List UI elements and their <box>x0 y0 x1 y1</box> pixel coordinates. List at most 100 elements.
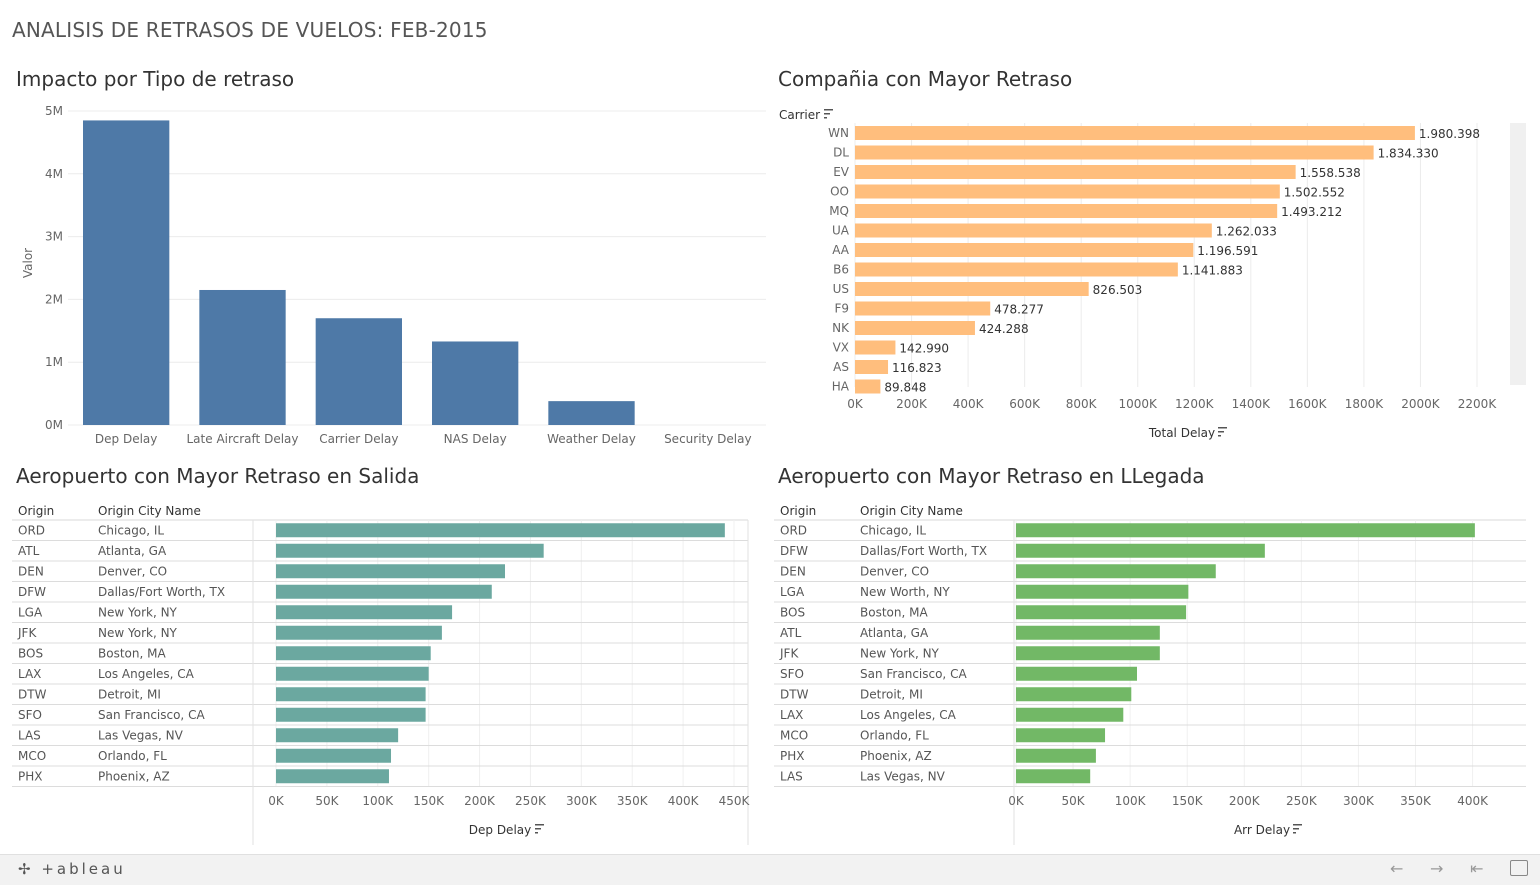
arrival-bar <box>1016 707 1124 722</box>
arrival-row-origin: DEN <box>780 564 806 578</box>
departure-chart-title: Aeropuerto con Mayor Retraso en Salida <box>16 464 420 488</box>
arrival-row-city: Orlando, FL <box>860 728 929 742</box>
carrier-bar <box>855 360 889 374</box>
arrival-row-origin: BOS <box>780 605 805 619</box>
departure-row-city: Orlando, FL <box>98 749 167 763</box>
departure-row-city: New York, NY <box>98 626 178 640</box>
fullscreen-icon[interactable] <box>1510 860 1528 876</box>
impact-x-tick-label: Late Aircraft Delay <box>187 432 299 446</box>
departure-row-city: Los Angeles, CA <box>98 667 195 681</box>
back-arrow-icon[interactable]: ← <box>1390 859 1404 878</box>
arrival-x-tick-label: 300K <box>1343 794 1375 808</box>
carrier-row-label: NK <box>832 321 850 335</box>
carrier-x-tick-label: 600K <box>1009 397 1041 411</box>
carrier-value-label: 1.834.330 <box>1378 147 1439 161</box>
carrier-row-label: VX <box>833 341 849 355</box>
carrier-value-label: 1.502.552 <box>1284 186 1345 200</box>
arrival-x-tick-label: 100K <box>1115 794 1147 808</box>
carrier-value-label: 142.990 <box>899 342 949 356</box>
departure-row-origin: LAS <box>18 728 41 742</box>
departure-header-origin[interactable]: Origin <box>18 504 54 518</box>
carrier-column-header[interactable]: Carrier <box>779 108 820 122</box>
arrival-chart-title: Aeropuerto con Mayor Retraso en LLegada <box>778 464 1205 488</box>
departure-row-origin: BOS <box>18 646 43 660</box>
departure-bar <box>276 748 392 763</box>
carrier-value-label: 424.288 <box>979 322 1029 336</box>
departure-bar <box>276 666 429 681</box>
arrival-bar <box>1016 564 1216 579</box>
departure-bar <box>276 543 544 558</box>
arrival-bar <box>1016 646 1160 661</box>
departure-header-city[interactable]: Origin City Name <box>98 504 201 518</box>
departure-bar <box>276 707 426 722</box>
arrival-row-city: Detroit, MI <box>860 687 923 701</box>
impact-y-tick-label: 1M <box>45 355 63 369</box>
departure-row-origin: PHX <box>18 769 42 783</box>
arrival-row-origin: MCO <box>780 728 808 742</box>
arrival-row-city: Phoenix, AZ <box>860 749 932 763</box>
first-page-icon[interactable]: ⇤ <box>1470 859 1484 878</box>
departure-row-city: New York, NY <box>98 605 178 619</box>
arrival-header-city[interactable]: Origin City Name <box>860 504 963 518</box>
impact-y-tick-label: 4M <box>45 167 63 181</box>
arrival-row-origin: DTW <box>780 687 809 701</box>
carrier-axis-sort-icon[interactable] <box>1218 427 1227 437</box>
carrier-row-label: DL <box>833 146 849 160</box>
arrival-row-origin: ATL <box>780 626 802 640</box>
carrier-row-label: F9 <box>834 302 849 316</box>
tableau-logo[interactable]: ✢ +ableau <box>18 860 126 878</box>
departure-row-city: Dallas/Fort Worth, TX <box>98 585 225 599</box>
departure-axis-sort-icon[interactable] <box>535 824 544 834</box>
departure-x-tick-label: 400K <box>668 794 700 808</box>
departure-row-city: Chicago, IL <box>98 523 164 537</box>
carrier-bar <box>855 301 991 316</box>
carrier-row-label: UA <box>832 224 850 238</box>
carrier-value-label: 478.277 <box>994 303 1044 317</box>
departure-row-origin: SFO <box>18 708 42 722</box>
arrival-axis-sort-icon[interactable] <box>1293 824 1302 834</box>
carrier-x-tick-label: 1200K <box>1175 397 1215 411</box>
impact-chart-title: Impacto por Tipo de retraso <box>16 67 295 91</box>
impact-x-tick-label: Security Delay <box>664 432 752 446</box>
departure-x-tick-label: 350K <box>617 794 649 808</box>
arrival-row-origin: DFW <box>780 544 808 558</box>
carrier-bar <box>855 126 1415 140</box>
departure-x-tick-label: 50K <box>315 794 339 808</box>
carrier-scrollbar[interactable] <box>1510 123 1526 385</box>
arrival-row-origin: LAS <box>780 769 803 783</box>
departure-x-axis-label: Dep Delay <box>469 823 531 837</box>
dashboard-title: ANALISIS DE RETRASOS DE VUELOS: FEB-2015 <box>12 18 488 42</box>
carrier-row-label: AA <box>832 243 850 257</box>
carrier-bar <box>855 204 1278 218</box>
departure-x-tick-label: 450K <box>719 794 751 808</box>
carrier-x-tick-label: 2000K <box>1401 397 1441 411</box>
impact-bar <box>548 401 635 425</box>
carrier-value-label: 1.196.591 <box>1197 244 1258 258</box>
carrier-bar <box>855 145 1374 160</box>
departure-bar <box>276 687 426 702</box>
arrival-header-origin[interactable]: Origin <box>780 504 816 518</box>
carrier-bar <box>855 282 1089 296</box>
arrival-row-origin: LAX <box>780 708 803 722</box>
arrival-x-tick-label: 0K <box>1008 794 1025 808</box>
arrival-row-city: New Worth, NY <box>860 585 950 599</box>
arrival-x-tick-label: 200K <box>1229 794 1261 808</box>
departure-row-city: Boston, MA <box>98 646 166 660</box>
forward-arrow-icon[interactable]: → <box>1430 859 1444 878</box>
departure-row-city: Las Vegas, NV <box>98 728 184 742</box>
carrier-x-tick-label: 800K <box>1066 397 1098 411</box>
carrier-value-label: 1.262.033 <box>1216 225 1277 239</box>
departure-row-origin: MCO <box>18 749 46 763</box>
impact-bar <box>315 318 402 425</box>
departure-x-tick-label: 300K <box>566 794 598 808</box>
arrival-row-city: Atlanta, GA <box>860 626 929 640</box>
carrier-row-label: EV <box>833 165 850 179</box>
arrival-chart: Origin Origin City Name ORD Chicago, IL DF… <box>774 504 1526 845</box>
arrival-row-city: Denver, CO <box>860 564 929 578</box>
arrival-bar <box>1016 687 1132 702</box>
carrier-row-label: OO <box>830 185 849 199</box>
arrival-row-city: Los Angeles, CA <box>860 708 957 722</box>
carrier-x-tick-label: 2200K <box>1458 397 1498 411</box>
carrier-header-sort-icon[interactable] <box>824 109 833 119</box>
departure-row-origin: DEN <box>18 564 44 578</box>
